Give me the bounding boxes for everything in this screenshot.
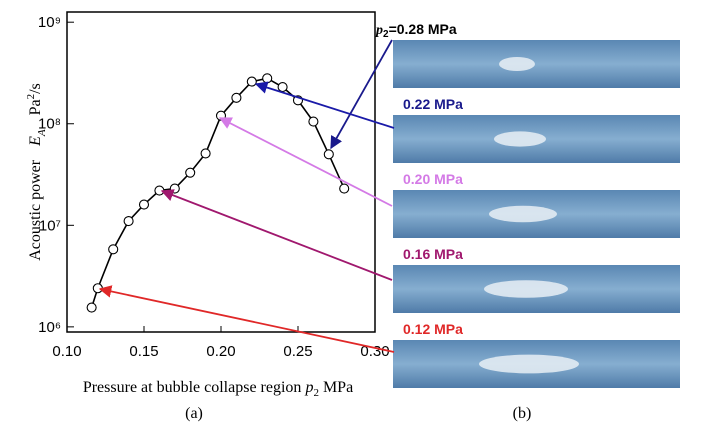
y-label-unit-rest: /s — [27, 83, 44, 94]
caption-a: (a) — [185, 405, 203, 422]
label-symbol: p — [375, 23, 383, 38]
cavitation-cloud — [499, 57, 535, 71]
label-subscript: 2 — [383, 29, 389, 40]
data-point — [138, 199, 150, 210]
y-label-sup: 2 — [25, 94, 37, 100]
data-point — [308, 116, 319, 127]
x-label-subscript: 2 — [313, 387, 319, 399]
x-axis-label: Pressure at bubble collapse region p2 MPa — [83, 379, 353, 399]
photo-label: 0.12 MPa — [403, 321, 463, 337]
y-tick-label: 10⁹ — [38, 14, 61, 31]
x-label-unit: MPa — [323, 379, 353, 396]
cavitation-cloud — [479, 354, 579, 374]
data-point — [185, 167, 196, 178]
label-text: 0.16 MPa — [403, 246, 463, 262]
label-text: 0.22 MPa — [403, 96, 463, 112]
data-point — [246, 76, 257, 87]
y-tick-label: 10⁷ — [39, 217, 61, 234]
label-text: 0.12 MPa — [403, 321, 463, 337]
caption-b: (b) — [513, 405, 532, 422]
data-point — [108, 244, 119, 255]
data-point — [231, 92, 242, 103]
y-label-text: Acoustic power — [27, 159, 44, 261]
arrow — [330, 39, 393, 150]
y-axis-label: Acoustic power EA Pa2/s — [25, 83, 48, 261]
arrow — [160, 189, 393, 281]
arrow — [98, 285, 395, 353]
cavitation-cloud — [484, 280, 568, 298]
x-tick-label: 0.10 — [52, 343, 81, 360]
x-tick-label: 0.25 — [283, 343, 312, 360]
arrows — [98, 39, 395, 353]
data-point — [92, 283, 103, 294]
data-point — [277, 81, 288, 93]
y-label-symbol: E — [27, 136, 44, 147]
x-label-symbol: p — [304, 379, 313, 396]
cavitation-cloud — [494, 131, 546, 147]
y-tick-label: 10⁶ — [38, 319, 61, 336]
label-text: =0.28 MPa — [389, 21, 457, 37]
x-label-text: Pressure at bubble collapse region — [83, 379, 302, 396]
data-point — [86, 302, 97, 313]
label-text: 0.20 MPa — [403, 171, 463, 187]
photo-label: 0.20 MPa — [403, 171, 463, 187]
plot-frame — [66, 11, 376, 333]
data-point — [262, 73, 273, 84]
data-point — [200, 148, 211, 159]
photo-label: 0.16 MPa — [403, 246, 463, 262]
photo — [393, 40, 680, 88]
photos: p2=0.28 MPa 0.22 MPa 0.20 MPa 0.16 MPa 0.12 … — [375, 21, 680, 388]
arrow — [218, 117, 393, 207]
y-label-unit: Pa — [27, 99, 44, 115]
arrow — [254, 81, 395, 129]
y-label-subscript: A — [36, 129, 48, 137]
data-point — [323, 149, 334, 160]
x-tick-label: 0.20 — [206, 343, 235, 360]
data-point — [169, 183, 180, 194]
cavitation-cloud — [489, 205, 557, 223]
photo-label: p2=0.28 MPa — [375, 21, 457, 40]
data-point — [123, 216, 134, 227]
x-tick-label: 0.15 — [129, 343, 158, 360]
y-tick-label: 10⁸ — [38, 116, 61, 133]
data-point — [339, 183, 350, 194]
photo-label: 0.22 MPa — [403, 96, 463, 112]
